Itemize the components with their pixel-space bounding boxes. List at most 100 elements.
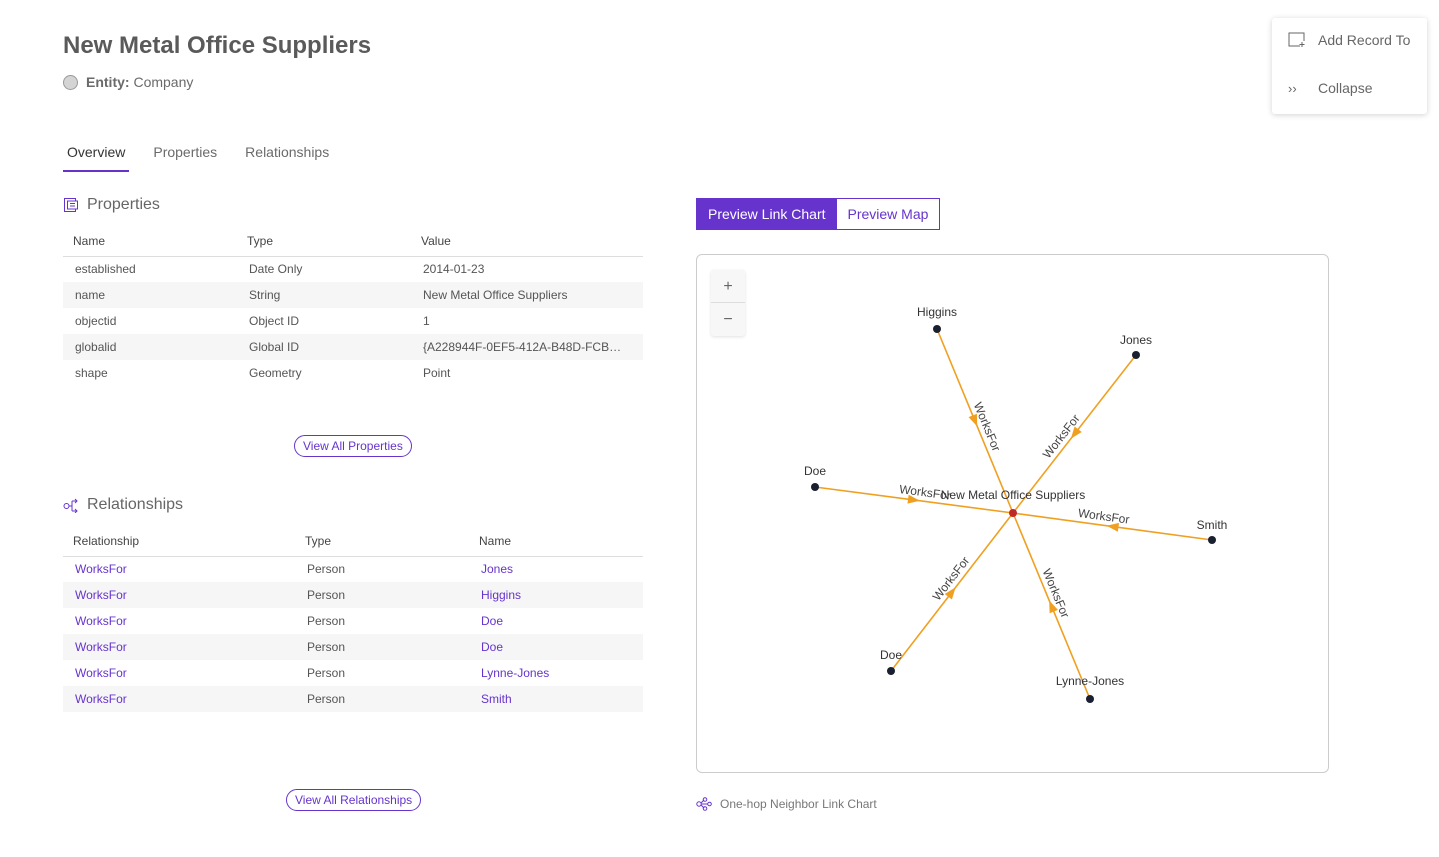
link-chart-icon: [696, 797, 712, 811]
column-header: Value: [411, 226, 643, 257]
column-header: Relationship: [63, 526, 295, 557]
person-node[interactable]: [933, 325, 941, 333]
table-cell: shape: [75, 366, 108, 380]
collapse-label: Collapse: [1318, 80, 1373, 96]
table-link[interactable]: WorksFor: [75, 614, 127, 628]
node-label: Doe: [804, 464, 826, 478]
person-node[interactable]: [1132, 351, 1140, 359]
table-cell: globalid: [63, 334, 237, 360]
properties-heading: Properties: [63, 196, 160, 214]
person-node[interactable]: [1208, 536, 1216, 544]
relationships-title: Relationships: [87, 496, 184, 513]
table-link[interactable]: Doe: [481, 614, 504, 628]
table-link[interactable]: Lynne-Jones: [481, 666, 550, 680]
node-label: Jones: [1120, 333, 1152, 347]
page-title: New Metal Office Suppliers: [63, 32, 372, 59]
table-row: objectid Object ID 1: [63, 308, 643, 334]
add-record-icon: [1288, 32, 1305, 47]
table-row: WorksFor Person Smith: [63, 686, 643, 712]
table-link[interactable]: WorksFor: [63, 686, 295, 712]
tab-overview[interactable]: Overview: [63, 140, 130, 172]
edge-label: WorksFor: [898, 482, 951, 503]
table-cell: established: [75, 262, 136, 277]
add-record-label: Add Record To: [1318, 32, 1411, 48]
table-link[interactable]: WorksFor: [75, 666, 127, 680]
entity-value: Company: [133, 74, 194, 90]
table-cell: 2014-01-23: [423, 262, 485, 277]
link-chart-canvas[interactable]: WorksFor WorksFor WorksFor WorksFor WorksFor…: [697, 255, 1330, 774]
column-header: Type: [295, 526, 469, 557]
table-cell: objectid: [75, 314, 117, 328]
entity-icon: [63, 74, 78, 90]
zoom-controls: + −: [711, 270, 745, 336]
preview-link-chart-button[interactable]: Preview Link Chart: [697, 199, 837, 229]
edge-label: WorksFor: [1077, 506, 1130, 527]
collapse-button[interactable]: ›› Collapse: [1288, 80, 1372, 96]
node-label: Smith: [1197, 518, 1228, 532]
table-cell: Person: [307, 614, 346, 628]
table-cell: {A228944F-0EF5-412A-B48D-FCB…: [411, 334, 643, 360]
zoom-in-button[interactable]: +: [711, 270, 745, 303]
edge-label: WorksFor: [1040, 567, 1073, 620]
table-cell: name: [63, 282, 237, 308]
preview-map-button[interactable]: Preview Map: [836, 199, 940, 229]
column-header: Name: [469, 526, 643, 557]
table-link[interactable]: WorksFor: [63, 634, 295, 660]
node-label: Higgins: [917, 305, 957, 319]
person-node[interactable]: [811, 483, 819, 491]
tab-bar: Overview Properties Relationships: [63, 140, 353, 172]
view-all-properties-button[interactable]: View All Properties: [294, 435, 412, 457]
table-link[interactable]: WorksFor: [75, 562, 127, 577]
edge-label: WorksFor: [971, 400, 1004, 453]
node-label: Doe: [880, 648, 902, 662]
table-row: established Date Only 2014-01-23: [63, 256, 643, 282]
table-cell: Person: [295, 634, 469, 660]
node-label: Lynne-Jones: [1056, 674, 1124, 688]
table-cell: Person: [295, 686, 469, 712]
center-node-label: New Metal Office Suppliers: [941, 488, 1086, 502]
table-cell: Point: [423, 366, 451, 380]
chart-caption-text: One-hop Neighbor Link Chart: [720, 797, 877, 811]
table-link[interactable]: Jones: [481, 562, 514, 577]
person-node[interactable]: [887, 667, 895, 675]
entity-info: Entity: Company: [63, 74, 193, 90]
link-chart[interactable]: WorksFor WorksFor WorksFor WorksFor WorksFor…: [696, 254, 1329, 773]
table-cell: Person: [295, 582, 469, 608]
table-link[interactable]: Doe: [469, 634, 643, 660]
edge-arrow: [968, 413, 978, 427]
table-row: shape Geometry Point: [63, 360, 643, 386]
edge-arrow: [944, 587, 956, 600]
table-row: WorksFor Person Doe: [63, 608, 643, 634]
properties-title: Properties: [87, 196, 160, 213]
table-cell: New Metal Office Suppliers: [411, 282, 643, 308]
table-row: WorksFor Person Higgins: [63, 582, 643, 608]
actions-menu: Add Record To ›› Collapse: [1272, 18, 1427, 114]
preview-toggle: Preview Link Chart Preview Map: [696, 198, 941, 230]
relationships-icon: [63, 498, 78, 513]
table-link[interactable]: Smith: [469, 686, 643, 712]
tab-relationships[interactable]: Relationships: [245, 144, 330, 160]
column-header: Name: [63, 226, 237, 257]
zoom-out-button[interactable]: −: [723, 311, 733, 328]
table-cell: Date Only: [249, 262, 303, 277]
company-node[interactable]: [1009, 509, 1017, 517]
edge-arrow: [907, 494, 920, 504]
column-header: Type: [237, 226, 411, 257]
table-link[interactable]: WorksFor: [63, 582, 295, 608]
edge-arrow: [1070, 426, 1082, 439]
entity-label: Entity:: [86, 74, 130, 90]
add-record-to-button[interactable]: Add Record To: [1288, 32, 1410, 48]
edge-arrow: [1049, 600, 1058, 614]
tab-properties[interactable]: Properties: [153, 144, 218, 160]
relationships-table: Relationship Type Name WorksFor Person Jon…: [63, 526, 643, 712]
table-link[interactable]: Higgins: [469, 582, 643, 608]
person-node[interactable]: [1086, 695, 1094, 703]
view-all-relationships-button[interactable]: View All Relationships: [286, 789, 422, 811]
table-cell: String: [237, 282, 411, 308]
table-cell: 1: [423, 314, 430, 328]
edge-label: WorksFor: [1040, 412, 1083, 461]
edge-arrow: [1106, 522, 1120, 532]
properties-icon: [64, 198, 78, 212]
properties-table: Name Type Value established Date Only 2014…: [63, 226, 643, 386]
table-row: WorksFor Person Lynne-Jones: [63, 660, 643, 686]
